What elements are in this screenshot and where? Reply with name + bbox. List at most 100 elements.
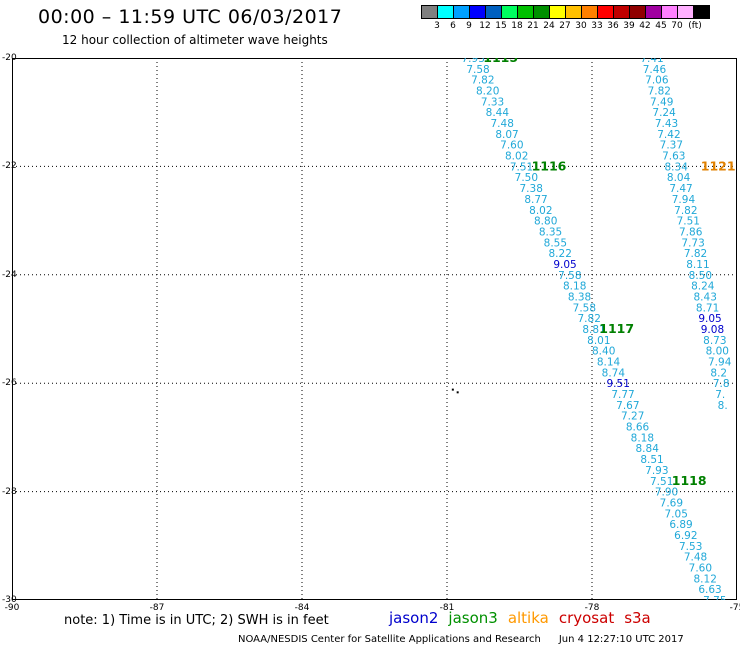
wave-height-value: 7.51 [677, 216, 700, 228]
wave-height-value: 7.38 [520, 183, 543, 195]
wave-height-value: 6.63 [698, 584, 721, 596]
color-swatch [517, 5, 534, 19]
color-scale-label: 36 [607, 21, 619, 31]
wave-height-value: 8.12 [694, 573, 717, 585]
color-scale-unit: (ft) [688, 21, 702, 31]
legend-entry-jason3: jason3 [448, 609, 498, 627]
pass-number-label: 1121 [701, 158, 736, 173]
wave-height-value: 7.82 [578, 313, 601, 325]
color-swatch [693, 5, 710, 19]
wave-height-value: 8.77 [524, 194, 547, 206]
color-swatch [645, 5, 662, 19]
wave-height-value: 7. [715, 389, 725, 401]
island-mark [456, 391, 459, 394]
wave-height-value: 7.94 [708, 357, 732, 369]
color-scale-swatches [421, 5, 710, 19]
wave-height-value: 7.82 [684, 248, 707, 260]
map-subtitle: 12 hour collection of altimeter wave hei… [62, 33, 328, 47]
wave-height-value: 8.24 [691, 281, 715, 293]
legend-entry-jason2: jason2 [389, 609, 439, 627]
color-swatch [629, 5, 646, 19]
wave-height-value: 8.01 [587, 335, 610, 347]
wave-height-value: 8.73 [703, 335, 726, 347]
satellite-legend: jason2 jason3 altika cryosat s3a [389, 609, 661, 627]
wave-height-value: 7.46 [643, 64, 667, 76]
color-scale-label: 33 [591, 21, 603, 31]
longitude-tick-label: -90 [4, 603, 20, 613]
wave-height-value: 8.07 [495, 129, 518, 141]
wave-height-value: 7.82 [674, 205, 697, 217]
color-swatch [661, 5, 678, 19]
color-swatch [469, 5, 486, 19]
wave-height-value: 7.48 [491, 118, 514, 130]
wave-height-value: 8.11 [686, 259, 709, 271]
island-mark [451, 388, 454, 391]
wave-height-value: 8.40 [592, 346, 615, 358]
wave-height-value: 7.82 [471, 75, 494, 87]
color-swatch [485, 5, 502, 19]
color-scale-label: 27 [559, 21, 571, 31]
wave-height-value: 7.53 [679, 541, 702, 553]
wave-height-value: 7.58 [558, 270, 581, 282]
color-swatch [613, 5, 630, 19]
longitude-tick-label: -84 [294, 603, 310, 613]
color-scale-label: 3 [434, 21, 440, 31]
wave-height-value: 9.05 [698, 313, 721, 325]
color-swatch [597, 5, 614, 19]
wave-height-value: 7.05 [665, 508, 688, 520]
longitude-tick-label: -78 [584, 603, 600, 613]
wave-height-value: 7.94 [672, 194, 696, 206]
color-swatch [581, 5, 598, 19]
wave-height-value: 8.22 [549, 248, 572, 260]
wave-height-value: 7.60 [500, 140, 523, 152]
map-frame [12, 58, 737, 600]
latitude-tick-label: -20 [2, 53, 17, 63]
wave-height-value: 9.05 [553, 259, 576, 271]
wave-height-value: 7.24 [652, 107, 676, 119]
color-scale-label: 70 [671, 21, 683, 31]
wave-height-value: 6.92 [674, 530, 697, 542]
color-scale-label: 24 [543, 21, 555, 31]
color-swatch [565, 5, 582, 19]
pass-number-label: 1115 [483, 58, 518, 65]
wave-height-value: 7.51 [650, 476, 673, 488]
wave-height-value: 8. [718, 400, 728, 412]
note-text: note: 1) Time is in UTC; 2) SWH is in fe… [64, 613, 329, 628]
wave-height-value: 7.69 [660, 497, 683, 509]
color-swatch [421, 5, 438, 19]
color-swatch [677, 5, 694, 19]
wave-height-value: 7.48 [684, 552, 707, 564]
wave-height-value: 8.14 [597, 357, 621, 369]
color-scale-label: 39 [623, 21, 635, 31]
color-scale-label: 18 [511, 21, 523, 31]
wave-height-value: 8.35 [539, 226, 562, 238]
longitude-tick-label: -81 [439, 603, 455, 613]
wave-height-value: 8.02 [505, 151, 528, 163]
wave-height-value: 7.77 [611, 389, 634, 401]
wave-height-value: 7.49 [650, 96, 673, 108]
legend-entry-s3a: s3a [624, 609, 651, 627]
color-scale-labels: 3 6 9 12 15 18 21 24 27 30 33 36 39 42 45 70 (ft) [421, 21, 740, 35]
wave-height-value: 6.89 [669, 519, 692, 531]
color-swatch [549, 5, 566, 19]
latitude-tick-label: -22 [2, 161, 17, 172]
color-swatch [533, 5, 550, 19]
wave-height-value: 7.73 [681, 237, 704, 249]
wave-height-value: 7.60 [689, 562, 712, 574]
longitude-tick-label: -75 [729, 603, 740, 613]
wave-height-value: 7.75 [703, 595, 726, 600]
wave-height-color-scale: 3 6 9 12 15 18 21 24 27 30 33 36 39 42 45 70 (ft) [421, 5, 710, 31]
wave-height-value: 9.51 [607, 378, 630, 390]
wave-height-value: 8.84 [636, 443, 660, 455]
wave-height-value: 8.81 [582, 324, 605, 336]
wave-height-value: 7.90 [655, 487, 678, 499]
color-scale-label: 6 [450, 21, 456, 31]
map-title: 00:00 – 11:59 UTC 06/03/2017 [38, 6, 343, 28]
credit-line: NOAA/NESDIS Center for Satellite Applica… [238, 634, 684, 645]
wave-height-value: 8.80 [534, 216, 557, 228]
latitude-tick-label: -30 [2, 595, 17, 605]
credit-text: NOAA/NESDIS Center for Satellite Applica… [238, 634, 541, 645]
color-swatch [453, 5, 470, 19]
color-scale-label: 9 [466, 21, 472, 31]
color-scale-label: 42 [639, 21, 651, 31]
